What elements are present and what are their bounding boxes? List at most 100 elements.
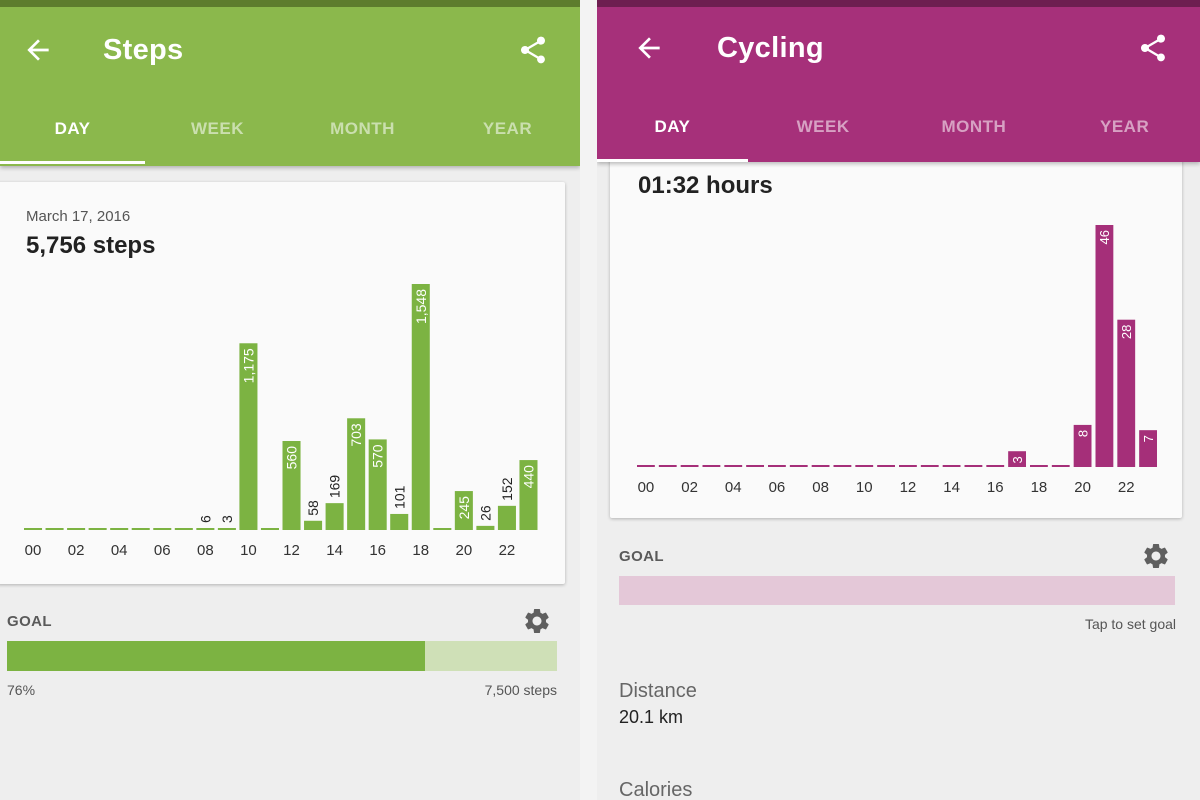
share-icon[interactable] <box>1137 32 1169 64</box>
tab-day[interactable]: DAY <box>597 104 748 162</box>
x-tick-label: 10 <box>240 542 257 559</box>
bar-hour-23 <box>1139 430 1157 467</box>
steps-app-bar: Steps DAY WEEK MONTH YEAR <box>0 0 580 166</box>
x-tick-label: 08 <box>812 479 829 496</box>
data-label-hour-10: 1,175 <box>240 348 256 383</box>
period-tabs: DAY WEEK MONTH YEAR <box>0 106 580 164</box>
x-tick-label: 02 <box>681 479 698 496</box>
x-tick-label: 14 <box>326 542 343 559</box>
page-title: Steps <box>103 34 184 66</box>
bar-hour-16 <box>986 465 1005 467</box>
bar-hour-13 <box>920 465 939 467</box>
bar-hour-02 <box>680 465 699 467</box>
bar-hour-13 <box>304 520 323 530</box>
goal-progress-fill <box>7 641 425 671</box>
x-tick-label: 22 <box>499 542 516 559</box>
data-label-hour-17: 101 <box>391 485 407 509</box>
share-icon[interactable] <box>517 34 549 66</box>
bar-hour-18 <box>411 284 430 530</box>
bar-hour-01 <box>658 465 677 467</box>
cycling-app-bar: Cycling DAY WEEK MONTH YEAR <box>597 0 1200 162</box>
bar-hour-19 <box>433 528 452 530</box>
bar-hour-04 <box>110 528 129 530</box>
bar-hour-22 <box>497 505 516 530</box>
back-arrow-icon[interactable] <box>22 34 54 66</box>
x-tick-label: 10 <box>856 479 873 496</box>
bar-hour-02 <box>67 528 86 530</box>
bar-hour-08 <box>196 528 215 530</box>
cycling-screen: Cycling DAY WEEK MONTH YEAR 01:32 hours … <box>597 0 1200 800</box>
card-date: March 17, 2016 <box>26 208 131 225</box>
goal-percent: 76% <box>7 682 36 698</box>
steps-total: 5,756 steps <box>26 232 156 259</box>
bar-hour-08 <box>811 465 830 467</box>
x-tick-label: 00 <box>25 542 42 559</box>
tab-year[interactable]: YEAR <box>482 119 533 138</box>
panel-divider <box>580 0 597 800</box>
x-tick-label: 04 <box>725 479 742 496</box>
gear-icon[interactable] <box>1141 541 1171 571</box>
x-tick-label: 20 <box>456 542 473 559</box>
gear-icon[interactable] <box>522 606 552 636</box>
bar-hour-07 <box>789 465 808 467</box>
bar-hour-16 <box>368 439 387 530</box>
cycling-total: 01:32 hours <box>638 172 773 199</box>
calories-label: Calories <box>619 779 693 800</box>
goal-label: GOAL <box>619 548 664 565</box>
x-tick-label: 00 <box>638 479 655 496</box>
x-tick-label: 12 <box>900 479 917 496</box>
x-tick-label: 18 <box>1031 479 1048 496</box>
x-tick-label: 06 <box>154 542 171 559</box>
tab-year[interactable]: YEAR <box>1100 117 1150 136</box>
bar-hour-04 <box>724 465 743 467</box>
steps-screen: Steps DAY WEEK MONTH YEAR March 17, 2016… <box>0 0 580 800</box>
bar-hour-14 <box>942 465 961 467</box>
bar-hour-10 <box>855 465 874 467</box>
bar-hour-18 <box>1030 465 1048 467</box>
data-label-hour-23: 440 <box>521 465 537 489</box>
bar-hour-10 <box>239 343 258 530</box>
x-tick-label: 08 <box>197 542 214 559</box>
tab-day[interactable]: DAY <box>0 106 145 164</box>
tab-week[interactable]: WEEK <box>796 117 850 136</box>
goal-progress-bar[interactable] <box>619 576 1175 605</box>
data-label-hour-22: 28 <box>1119 325 1134 339</box>
x-tick-label: 20 <box>1074 479 1091 496</box>
status-bar <box>597 0 1200 7</box>
goal-progress-bar <box>7 641 557 671</box>
data-label-hour-21: 26 <box>477 505 493 521</box>
x-tick-label: 12 <box>283 542 300 559</box>
bar-hour-03 <box>702 465 721 467</box>
bar-hour-03 <box>88 528 107 530</box>
steps-day-card: March 17, 2016 5,756 steps 6 3 1,175 560 58 1… <box>0 182 565 584</box>
data-label-hour-20: 8 <box>1075 430 1090 437</box>
back-arrow-icon[interactable] <box>633 32 665 64</box>
goal-target: 7,500 steps <box>484 682 557 698</box>
period-tabs: DAY WEEK MONTH YEAR <box>597 104 1200 162</box>
bar-hour-12 <box>899 465 917 467</box>
x-tick-label: 16 <box>369 542 386 559</box>
data-label-hour-15: 703 <box>348 423 364 447</box>
set-goal-hint[interactable]: Tap to set goal <box>1084 616 1176 632</box>
bar-hour-01 <box>45 528 64 530</box>
bar-hour-15 <box>964 465 983 467</box>
bar-hour-00 <box>24 528 43 530</box>
tab-month[interactable]: MONTH <box>330 119 395 138</box>
bar-hour-22 <box>1117 319 1136 467</box>
bar-hour-12 <box>282 441 301 530</box>
bar-hour-21 <box>476 525 495 530</box>
x-tick-label: 06 <box>769 479 786 496</box>
data-label-hour-12: 560 <box>284 446 300 470</box>
bar-hour-20 <box>1073 424 1092 467</box>
bar-hour-06 <box>768 465 786 467</box>
goal-label: GOAL <box>7 613 52 630</box>
bar-hour-05 <box>746 465 764 467</box>
tab-week[interactable]: WEEK <box>191 119 244 138</box>
steps-hourly-chart: 6 3 1,175 560 58 169 703 570 101 1,548 245 26 152 440… <box>24 284 538 559</box>
bar-hour-17 <box>390 513 409 530</box>
bar-hour-05 <box>131 528 150 530</box>
tab-month[interactable]: MONTH <box>941 117 1007 136</box>
bar-hour-11 <box>877 465 895 467</box>
data-label-hour-09: 3 <box>219 515 235 523</box>
x-tick-label: 02 <box>68 542 85 559</box>
